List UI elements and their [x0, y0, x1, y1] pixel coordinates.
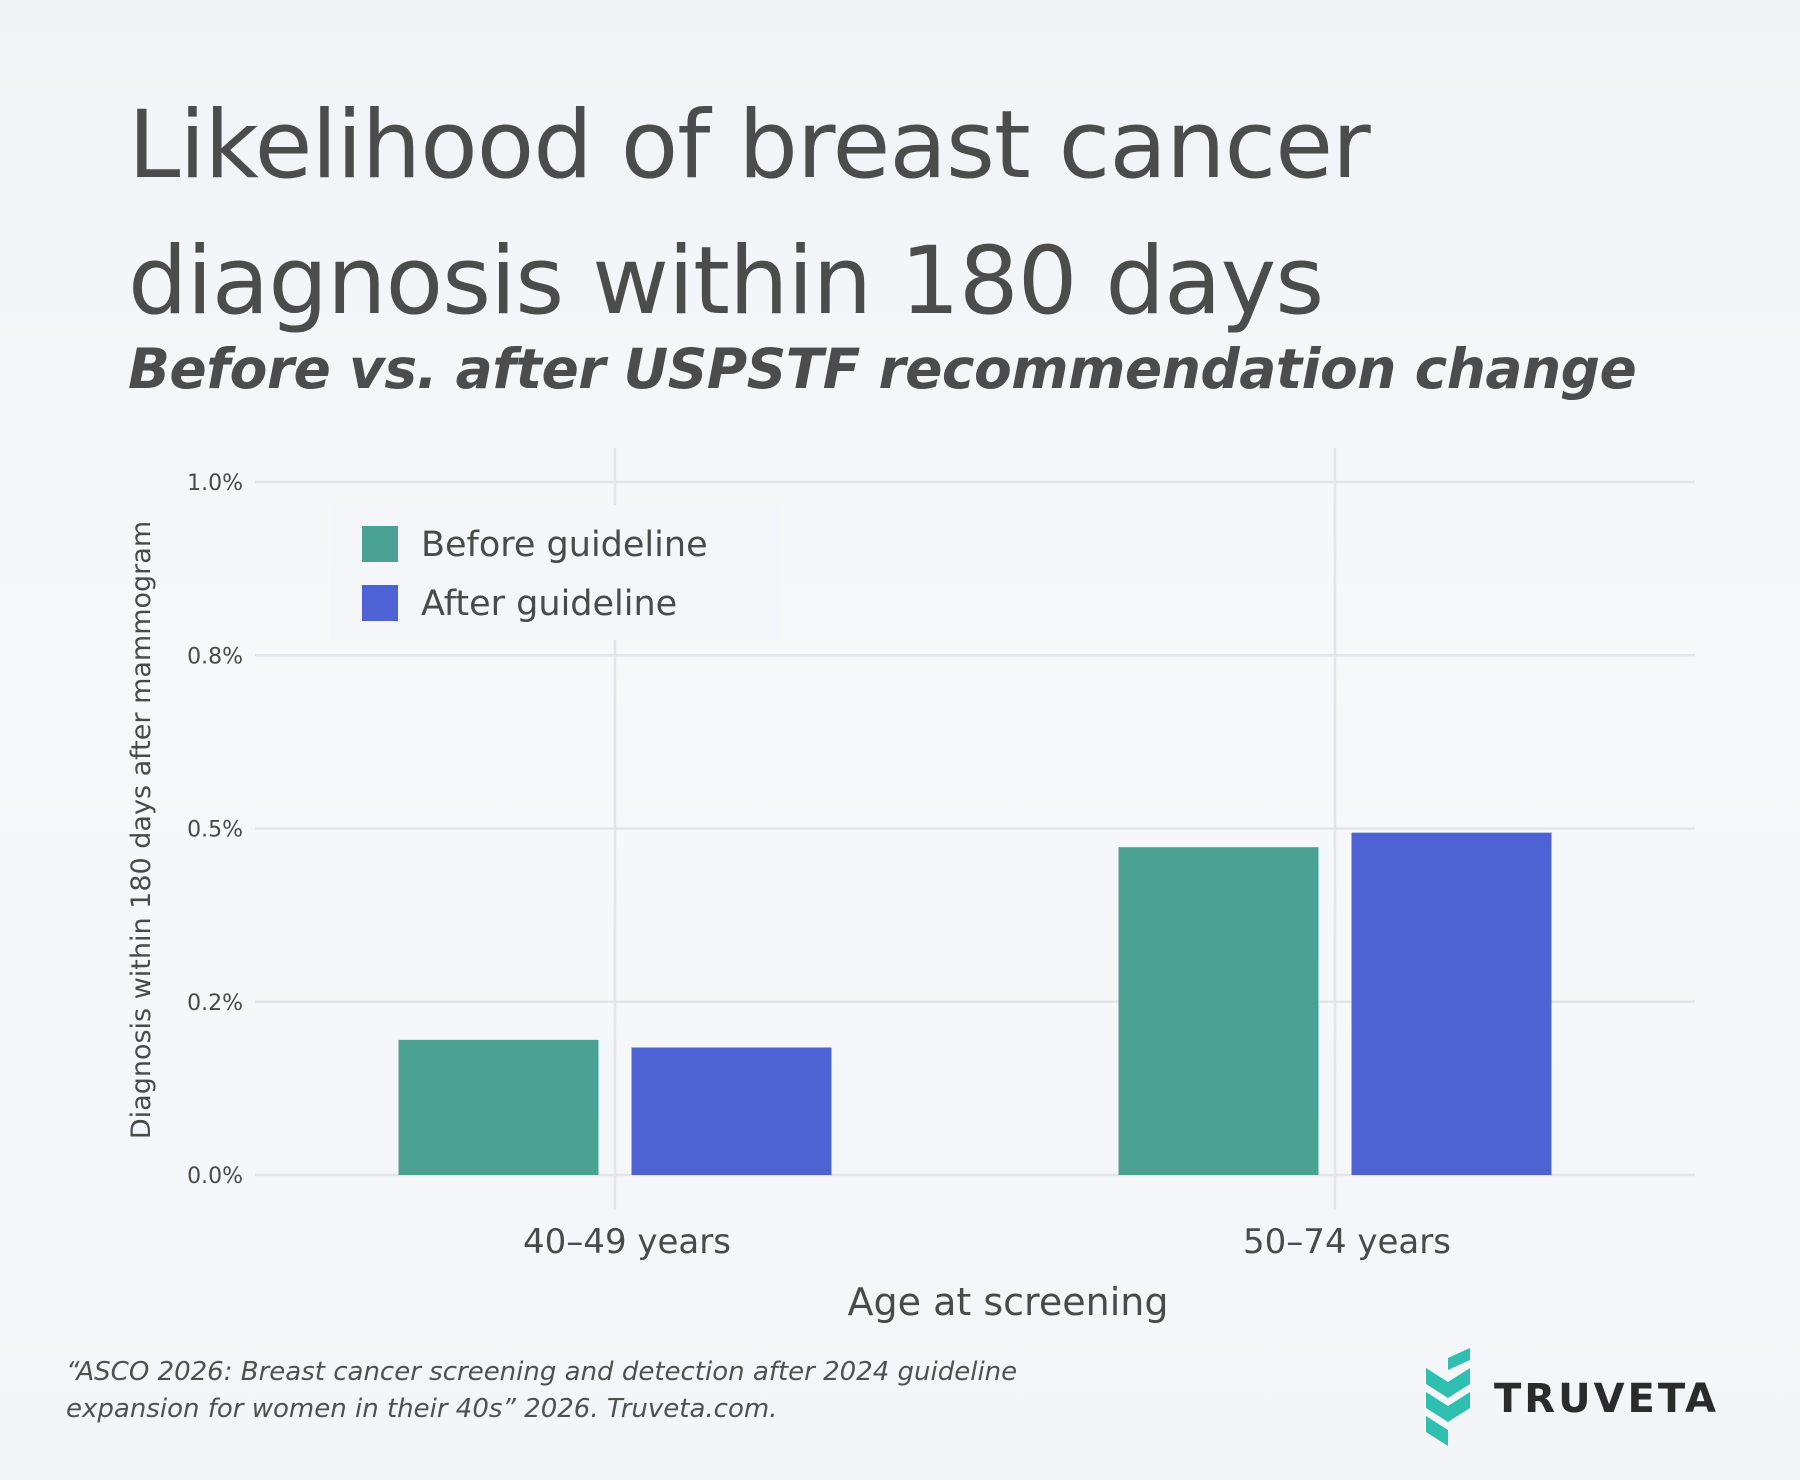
y-axis-label: Diagnosis within 180 days after mammogra…: [126, 521, 157, 1139]
legend-label: Before guideline: [421, 525, 708, 565]
truveta-logo-text: TRUVETA: [1494, 1376, 1719, 1422]
y-tick-label: 0.2%: [187, 991, 243, 1016]
x-tick-label: 50–74 years: [1243, 1222, 1451, 1262]
legend-label: After guideline: [421, 584, 677, 624]
bar-after-0[interactable]: [631, 1047, 832, 1175]
legend-swatch: [362, 585, 398, 621]
legend-background: [330, 505, 780, 640]
citation: “ASCO 2026: Breast cancer screening and …: [66, 1357, 1018, 1424]
bar-before-0[interactable]: [398, 1039, 599, 1175]
tick-labels: 0.0% 0.2% 0.5% 0.8% 1.0% 40–49 years 50–74 yea…: [187, 471, 1451, 1262]
y-tick-label: 0.8%: [187, 644, 243, 669]
x-axis-label: Age at screening: [848, 1280, 1169, 1324]
x-tick-label: 40–49 years: [523, 1222, 731, 1262]
chart-title: Likelihood of breast cancer diagnosis wi…: [128, 91, 1371, 336]
legend-swatch: [362, 526, 398, 562]
bars: [398, 832, 1552, 1175]
legend: Before guideline After guideline: [330, 505, 780, 640]
y-tick-label: 0.5%: [187, 818, 243, 843]
y-tick-label: 0.0%: [187, 1164, 243, 1189]
truveta-logo-icon: [1426, 1348, 1470, 1446]
bar-after-1[interactable]: [1351, 832, 1552, 1175]
y-tick-label: 1.0%: [187, 471, 243, 496]
bar-before-1[interactable]: [1118, 847, 1319, 1175]
bar-chart: 0.0% 0.2% 0.5% 0.8% 1.0% 40–49 years 50–74 yea…: [126, 448, 1695, 1324]
chart-subtitle: Before vs. after USPSTF recommendation c…: [128, 337, 1637, 401]
